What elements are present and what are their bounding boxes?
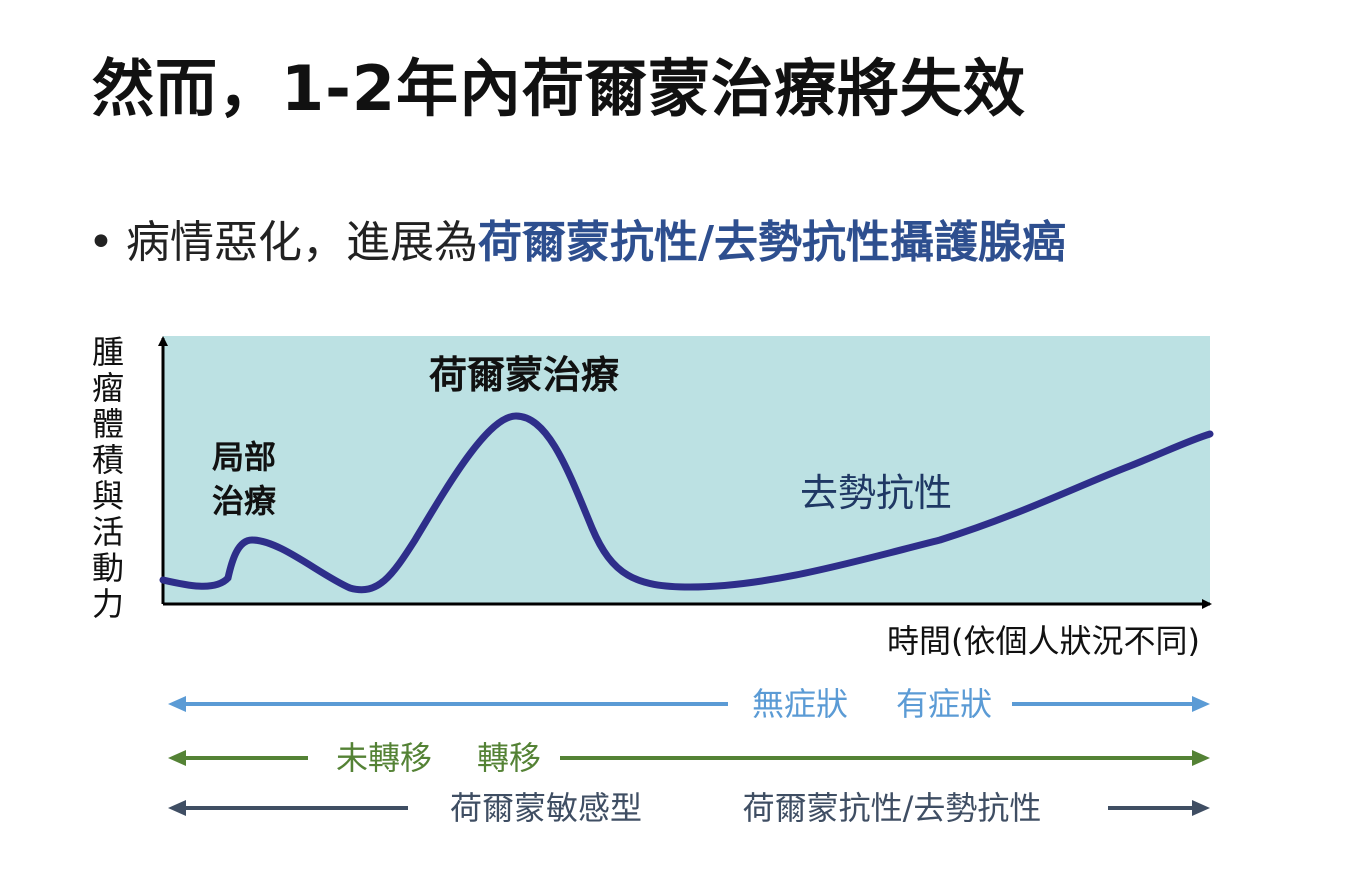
- y-axis-label-char: 體: [91, 405, 124, 443]
- y-axis-label-char: 瘤: [91, 369, 124, 407]
- y-axis-label-char: 與: [91, 477, 124, 515]
- y-axis-label-char: 腫: [91, 333, 124, 371]
- timeline-sensitivity-right-label: 荷爾蒙抗性/去勢抗性: [743, 789, 1042, 827]
- annotation-castration-resistant: 去勢抗性: [800, 471, 952, 515]
- y-axis-label-char: 動: [91, 549, 124, 587]
- bullet-highlight: 荷爾蒙抗性/去勢抗性攝護腺癌: [477, 217, 1067, 268]
- y-axis-label-char: 積: [91, 441, 124, 479]
- y-axis-label-char: 力: [91, 585, 124, 623]
- timeline-sensitivity-left-label: 荷爾蒙敏感型: [450, 789, 642, 827]
- tumor-activity-curve: [159, 412, 1214, 594]
- page-title: 然而，1-2年內荷爾蒙治療將失效: [92, 52, 1027, 125]
- timeline-sensitivity-left-arrowhead: [168, 800, 186, 816]
- timeline-symptom-right-arrowhead: [1192, 696, 1210, 712]
- x-axis-label: 時間(依個人狀況不同): [887, 622, 1200, 660]
- timeline-sensitivity-right-arrowhead: [1192, 800, 1210, 816]
- timeline-symptom: 無症狀 有症狀: [168, 685, 1210, 723]
- timeline-metastasis-right-arrowhead: [1192, 750, 1210, 766]
- timeline-sensitivity: 荷爾蒙敏感型 荷爾蒙抗性/去勢抗性: [168, 789, 1210, 827]
- annotation-hormone-therapy: 荷爾蒙治療: [429, 353, 620, 397]
- bullet-dot: •: [88, 217, 114, 268]
- timeline-symptom-left-label: 無症狀: [752, 685, 848, 723]
- timeline-symptom-right-label: 有症狀: [896, 685, 992, 723]
- timeline-metastasis-right-label: 轉移: [477, 739, 541, 777]
- plot-background: [163, 336, 1210, 604]
- annotation-local-therapy-line2: 治療: [212, 482, 277, 520]
- bullet-point: • 病情惡化，進展為荷爾蒙抗性/去勢抗性攝護腺癌: [88, 206, 1066, 270]
- bullet-text: 病情惡化，進展為: [125, 217, 478, 268]
- annotation-local-therapy-line1: 局部: [212, 438, 276, 476]
- timeline-symptom-left-arrowhead: [168, 696, 186, 712]
- timeline-metastasis-left-label: 未轉移: [336, 739, 432, 777]
- timeline-metastasis-left-arrowhead: [168, 750, 186, 766]
- timeline-metastasis: 未轉移 轉移: [168, 739, 1210, 777]
- y-axis-label: 腫瘤體積與活動力: [88, 334, 128, 622]
- y-axis-label-char: 活: [91, 513, 124, 551]
